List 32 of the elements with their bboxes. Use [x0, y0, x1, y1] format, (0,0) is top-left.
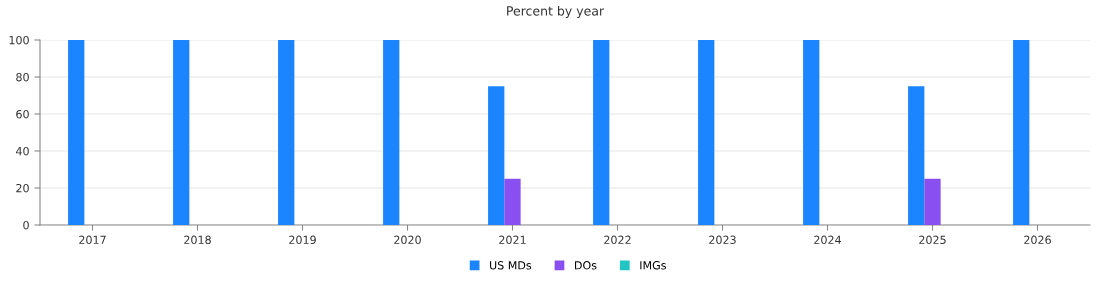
legend-label: IMGs	[640, 261, 666, 270]
x-tick-label: 2024	[814, 235, 842, 245]
bar	[803, 40, 820, 225]
y-tick-label: 100	[9, 35, 29, 45]
bar	[593, 40, 610, 225]
bar	[68, 40, 85, 225]
y-tick-label: 20	[16, 183, 29, 193]
y-tick-label: 80	[16, 72, 29, 82]
chart-title: Percent by year	[507, 5, 605, 19]
x-tick-label: 2017	[79, 235, 106, 245]
y-tick-label: 0	[23, 220, 29, 230]
bar	[504, 178, 521, 225]
bar	[1013, 40, 1030, 225]
x-tick-label: 2020	[394, 235, 421, 245]
bar	[173, 40, 190, 225]
x-tick-label: 2023	[709, 235, 736, 245]
legend-label: DOs	[575, 261, 597, 270]
y-tick-label: 60	[16, 109, 29, 119]
legend-label: US MDs	[490, 261, 532, 270]
x-tick-label: 2022	[604, 235, 631, 245]
x-tick-label: 2018	[184, 235, 211, 245]
bar	[383, 40, 400, 225]
bar	[924, 178, 941, 225]
bar	[698, 40, 715, 225]
bar	[488, 86, 505, 225]
y-tick-label: 40	[15, 146, 29, 156]
bar	[908, 86, 925, 225]
x-tick-label: 2026	[1024, 235, 1051, 245]
x-tick-label: 2021	[499, 235, 526, 245]
x-tick-label: 2019	[289, 235, 316, 245]
x-tick-label: 2025	[919, 235, 946, 245]
bar	[278, 40, 295, 225]
